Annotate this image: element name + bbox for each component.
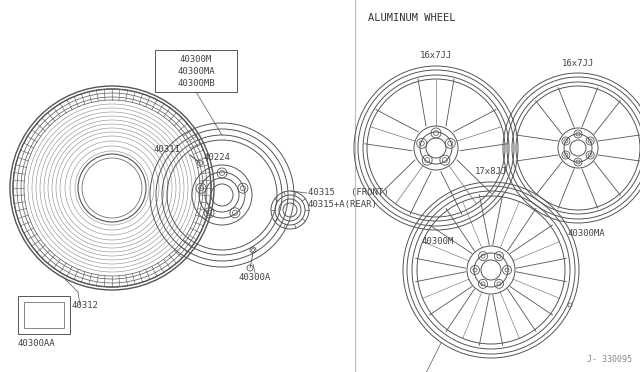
Text: 40300M: 40300M bbox=[421, 237, 453, 246]
Text: 16x7JJ: 16x7JJ bbox=[420, 51, 452, 61]
Text: 40311: 40311 bbox=[153, 145, 180, 154]
Text: ALUMINUM WHEEL: ALUMINUM WHEEL bbox=[368, 13, 456, 23]
Text: 40300AA: 40300AA bbox=[18, 339, 56, 347]
Text: 40300MA: 40300MA bbox=[568, 230, 605, 238]
Text: J- 330095: J- 330095 bbox=[587, 355, 632, 364]
Text: 40315+A(REAR): 40315+A(REAR) bbox=[308, 199, 378, 208]
Bar bbox=[155, 50, 237, 92]
Text: 40224: 40224 bbox=[204, 154, 231, 163]
Text: 40315   (FRONT): 40315 (FRONT) bbox=[308, 189, 388, 198]
Text: 40300MA: 40300MA bbox=[177, 67, 215, 76]
Text: 40300M: 40300M bbox=[180, 55, 212, 64]
Bar bbox=[18, 296, 70, 334]
Text: 17x8JJ: 17x8JJ bbox=[475, 167, 507, 176]
Text: 16x7JJ: 16x7JJ bbox=[562, 58, 594, 67]
Text: 40300MB: 40300MB bbox=[177, 78, 215, 87]
Bar bbox=[24, 302, 64, 328]
Text: 40300A: 40300A bbox=[239, 273, 271, 282]
Text: 40312: 40312 bbox=[72, 301, 99, 311]
